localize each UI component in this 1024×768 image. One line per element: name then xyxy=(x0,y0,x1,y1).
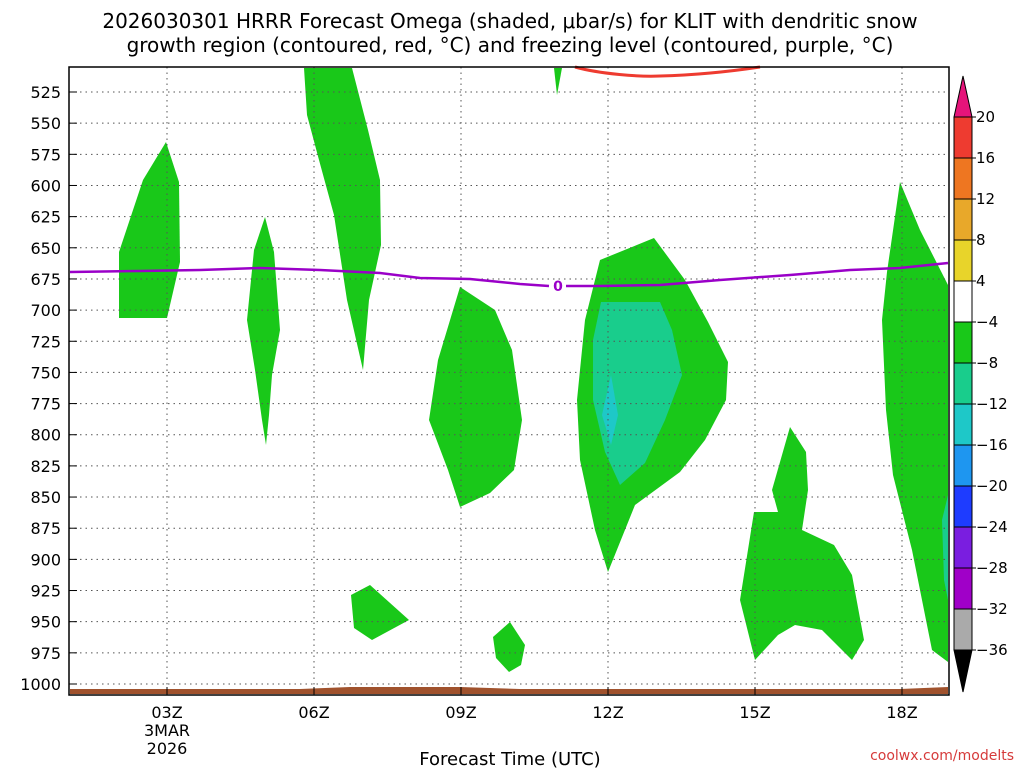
omega-shading xyxy=(119,68,948,672)
omega-region xyxy=(429,287,522,507)
omega-region xyxy=(247,217,280,445)
colorbar-label: −36 xyxy=(976,641,1008,659)
omega-region xyxy=(554,68,562,95)
y-tick-label: 975 xyxy=(30,644,61,663)
x-tick-label: 12Z xyxy=(592,703,623,722)
x-date-month: 3MAR xyxy=(144,721,190,740)
y-tick-label: 750 xyxy=(30,363,61,382)
colorbar-box xyxy=(953,526,973,569)
colorbar-label: −28 xyxy=(976,559,1008,577)
colorbar-box xyxy=(953,239,973,282)
y-tick-label: 900 xyxy=(30,550,61,569)
omega-region xyxy=(351,585,409,640)
y-tick-label: 725 xyxy=(30,332,61,351)
y-tick-label: 600 xyxy=(30,176,61,195)
y-tick-label: 550 xyxy=(30,114,61,133)
chart-grid xyxy=(69,67,949,695)
y-tick-label: 625 xyxy=(30,208,61,227)
freezing-level-label: 0 xyxy=(553,279,563,295)
y-tick-label: 950 xyxy=(30,613,61,632)
x-tick-label: 15Z xyxy=(739,703,770,722)
x-tick-label: 09Z xyxy=(445,703,476,722)
y-tick-label: 700 xyxy=(30,301,61,320)
colorbar-label: −8 xyxy=(976,354,998,372)
y-tick-label: 825 xyxy=(30,457,61,476)
omega-region xyxy=(493,622,525,672)
omega-region xyxy=(602,375,618,445)
colorbar-box xyxy=(953,444,973,487)
omega-region xyxy=(740,427,864,660)
omega-region xyxy=(304,68,381,370)
y-tick-label: 800 xyxy=(30,426,61,445)
colorbar-box xyxy=(953,403,973,446)
chart-title-line1: 2026030301 HRRR Forecast Omega (shaded, … xyxy=(102,9,917,33)
colorbar-box xyxy=(953,608,973,651)
omega-region xyxy=(593,302,682,485)
colorbar-box xyxy=(953,280,973,323)
plot-frame xyxy=(68,66,950,696)
colorbar-label: 16 xyxy=(976,149,995,167)
colorbar-top-arrow xyxy=(953,75,973,118)
colorbar-label: 12 xyxy=(976,190,995,208)
colorbar-box xyxy=(953,157,973,200)
colorbar-box xyxy=(953,362,973,405)
y-axis: 525 550 575 600 625 650 675 700 725 750 775 800 825 8… xyxy=(20,83,77,694)
colorbar-label: −20 xyxy=(976,477,1008,495)
x-axis: 03Z 06Z 09Z 12Z 15Z 18Z xyxy=(151,687,918,722)
colorbar-box xyxy=(953,198,973,241)
colorbar-box xyxy=(953,321,973,364)
colorbar-label: 20 xyxy=(976,108,995,126)
x-tick-label: 03Z xyxy=(151,703,182,722)
y-tick-label: 675 xyxy=(30,270,61,289)
colorbar-box xyxy=(953,567,973,610)
credit-text: coolwx.com/modelts xyxy=(870,748,1014,764)
x-tick-label: 06Z xyxy=(298,703,329,722)
x-date-year: 2026 xyxy=(147,739,188,758)
chart-title-line2: growth region (contoured, red, °C) and f… xyxy=(127,33,894,57)
x-axis-label: Forecast Time (UTC) xyxy=(419,749,600,768)
y-tick-label: 575 xyxy=(30,145,61,164)
x-tick-label: 18Z xyxy=(886,703,917,722)
y-tick-label: 875 xyxy=(30,519,61,538)
omega-region xyxy=(882,182,948,662)
colorbar-label: −32 xyxy=(976,600,1008,618)
colorbar-label: 8 xyxy=(976,231,986,249)
colorbar-label: 4 xyxy=(976,272,986,290)
colorbar-label: −4 xyxy=(976,313,998,331)
colorbar-label: −12 xyxy=(976,395,1008,413)
omega-region xyxy=(119,142,180,318)
y-tick-label: 525 xyxy=(30,83,61,102)
colorbar-box xyxy=(953,116,973,159)
y-tick-label: 850 xyxy=(30,488,61,507)
dgz-contour xyxy=(574,65,761,78)
y-tick-label: 650 xyxy=(30,239,61,258)
colorbar: 20 16 12 8 4 −4 −8 −12 −16 −20 −24 −28 −32 −36 xyxy=(953,75,1008,693)
y-tick-label: 1000 xyxy=(20,675,61,694)
omega-region xyxy=(942,495,948,600)
y-tick-label: 925 xyxy=(30,582,61,601)
colorbar-label: −16 xyxy=(976,436,1008,454)
y-tick-label: 775 xyxy=(30,395,61,414)
colorbar-box xyxy=(953,485,973,528)
freezing-level-contour xyxy=(69,261,949,288)
colorbar-bottom-arrow xyxy=(953,649,973,693)
surface-strip xyxy=(70,687,948,694)
colorbar-label: −24 xyxy=(976,518,1008,536)
